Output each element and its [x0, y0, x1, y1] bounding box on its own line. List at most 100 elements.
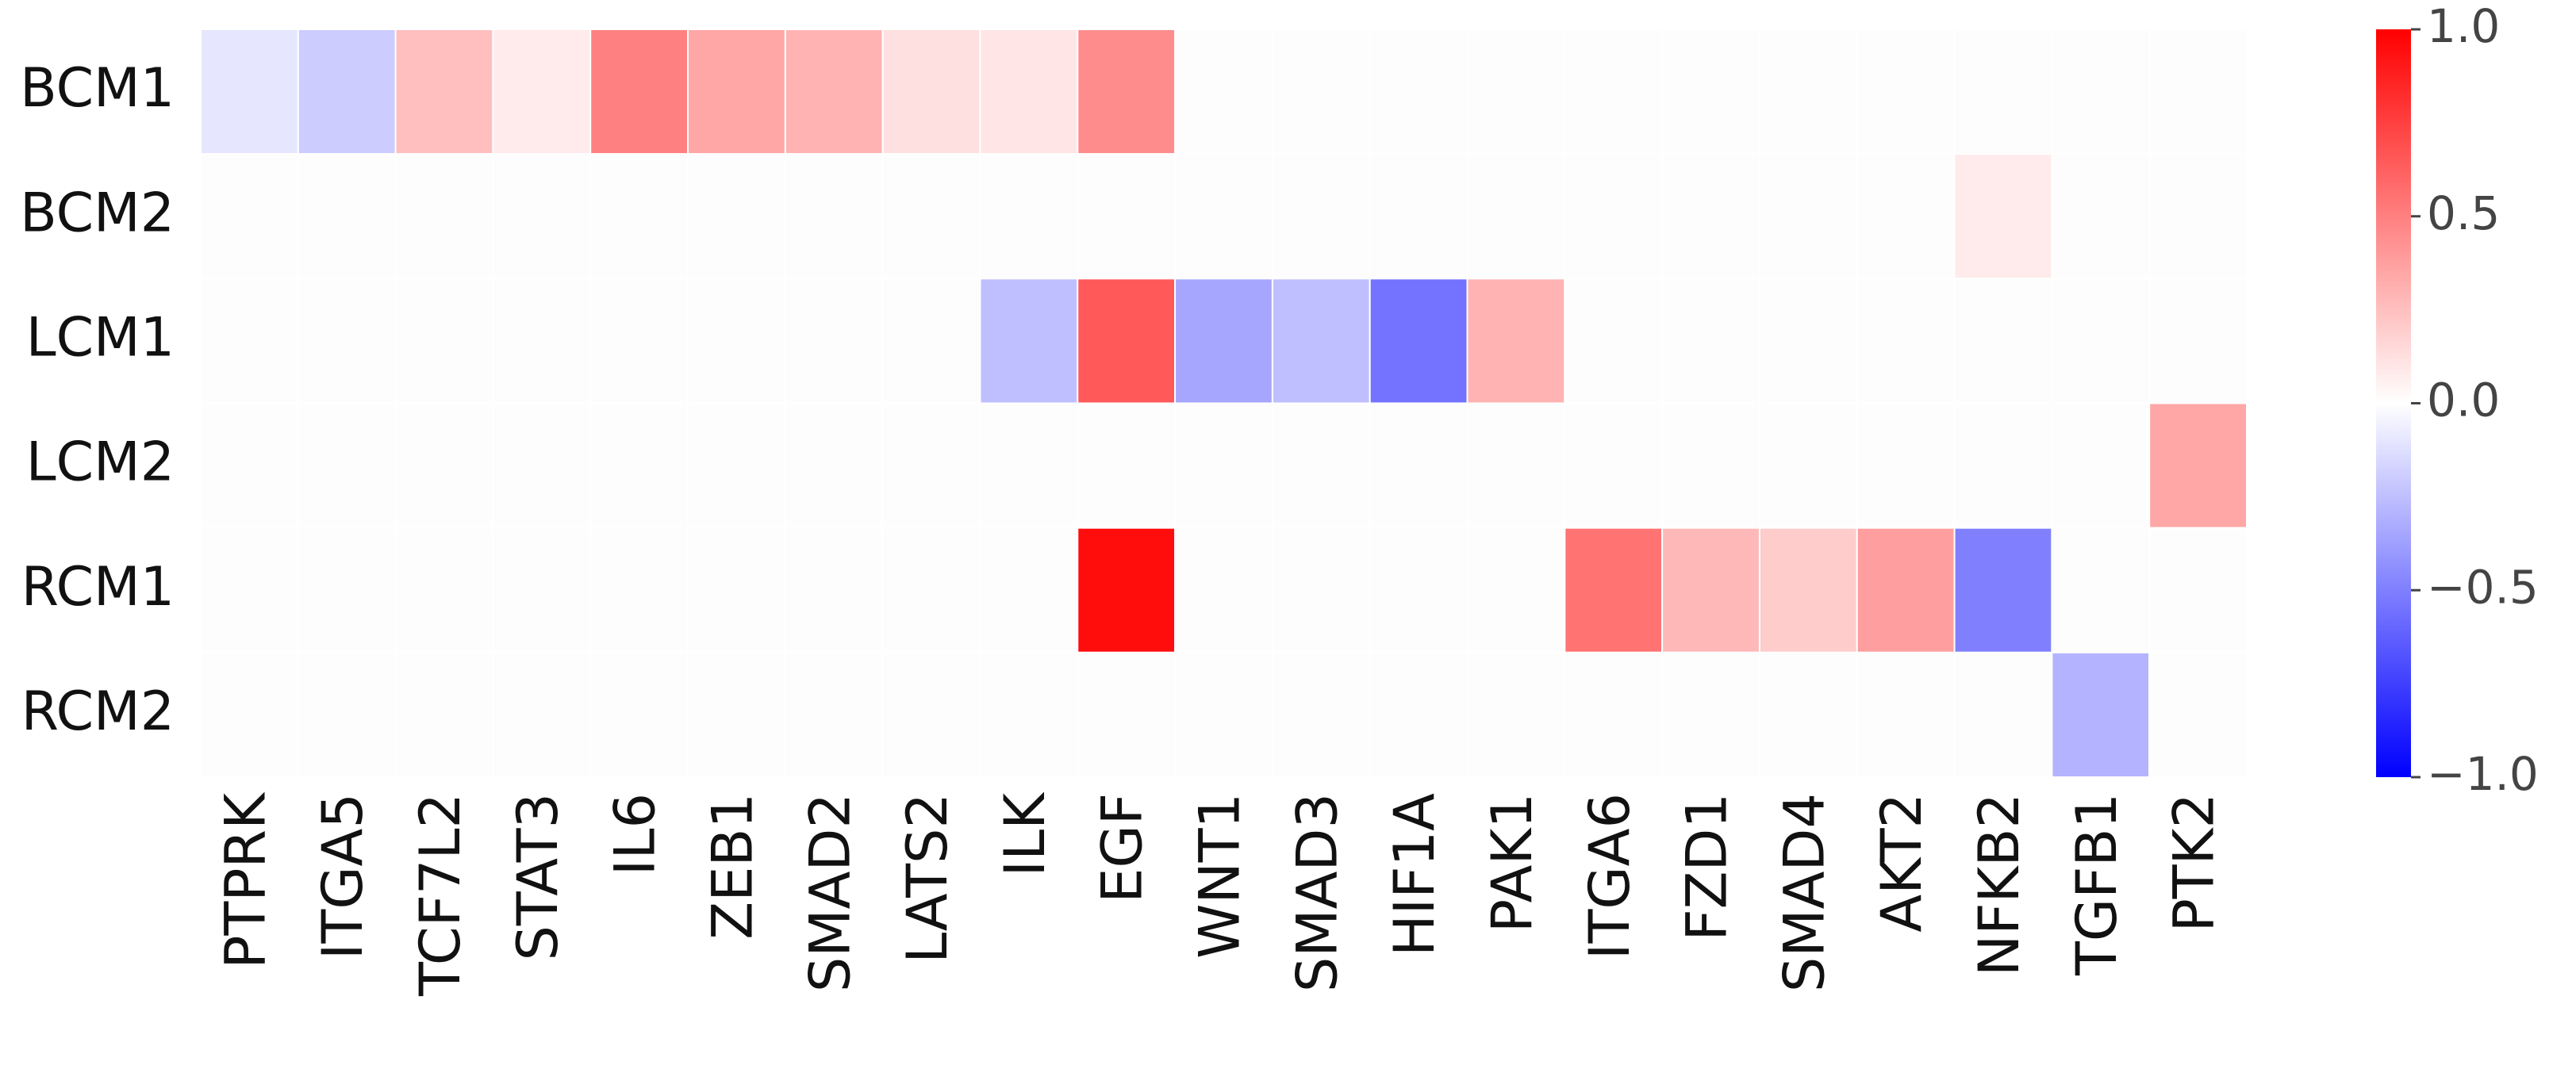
- heatmap-cell: [1271, 153, 1371, 280]
- colorbar-tick-label: 1.0: [2427, 0, 2500, 53]
- heatmap-cell: [1953, 153, 2053, 280]
- heatmap-cell: [1661, 278, 1760, 404]
- heatmap-cell: [2148, 278, 2248, 404]
- heatmap-cell: [297, 278, 397, 404]
- heatmap-cell: [589, 651, 689, 778]
- column-label: LATS2: [895, 793, 960, 964]
- column-label: IL6: [603, 793, 668, 876]
- heatmap-cell: [1758, 278, 1858, 404]
- heatmap-cell: [1077, 651, 1177, 778]
- heatmap-cell: [1564, 153, 1664, 280]
- heatmap-cell: [589, 153, 689, 280]
- column-label: SMAD2: [797, 793, 862, 992]
- heatmap-cell: [1174, 402, 1273, 529]
- heatmap-cell: [784, 527, 884, 653]
- heatmap-cell: [2051, 527, 2151, 653]
- heatmap-cell: [1564, 651, 1664, 778]
- heatmap-cell: [394, 278, 494, 404]
- heatmap-cell: [1271, 651, 1371, 778]
- heatmap-cell: [784, 29, 884, 155]
- heatmap-cell: [1271, 527, 1371, 653]
- heatmap-cell: [784, 402, 884, 529]
- heatmap-cell: [687, 29, 786, 155]
- heatmap-cell: [2051, 278, 2151, 404]
- heatmap-cell: [1953, 402, 2053, 529]
- heatmap-cell: [687, 651, 786, 778]
- column-label: AKT2: [1869, 793, 1934, 933]
- heatmap-cell: [2148, 527, 2248, 653]
- column-label: WNT1: [1188, 793, 1253, 959]
- heatmap-cell: [1271, 29, 1371, 155]
- heatmap-cell: [1661, 651, 1760, 778]
- heatmap-cell: [297, 402, 397, 529]
- heatmap-cell: [1758, 402, 1858, 529]
- colorbar: [2376, 29, 2411, 777]
- heatmap-cell: [1466, 278, 1566, 404]
- heatmap-cell: [784, 153, 884, 280]
- heatmap-cell: [492, 153, 592, 280]
- heatmap-cell: [979, 527, 1079, 653]
- heatmap-cell: [2148, 153, 2248, 280]
- heatmap-cell: [1369, 153, 1468, 280]
- heatmap-cell: [200, 527, 299, 653]
- heatmap-cell: [881, 153, 981, 280]
- heatmap-cell: [1661, 153, 1760, 280]
- heatmap-cell: [687, 153, 786, 280]
- column-label: HIF1A: [1382, 793, 1447, 956]
- heatmap-cell: [394, 527, 494, 653]
- colorbar-tick-label: −0.5: [2427, 560, 2539, 614]
- heatmap-cell: [589, 29, 689, 155]
- heatmap-cell: [1271, 402, 1371, 529]
- heatmap-cell: [200, 651, 299, 778]
- heatmap-cell: [1661, 29, 1760, 155]
- heatmap-cell: [200, 402, 299, 529]
- column-label: STAT3: [505, 793, 570, 961]
- heatmap-cell: [1466, 527, 1566, 653]
- heatmap-cell: [1758, 527, 1858, 653]
- heatmap-cell: [1466, 29, 1566, 155]
- column-label: EGF: [1090, 793, 1155, 903]
- column-label: FZD1: [1675, 793, 1740, 941]
- heatmap-cell: [2148, 402, 2248, 529]
- heatmap-cell: [297, 527, 397, 653]
- heatmap-cell: [1077, 402, 1177, 529]
- colorbar-tick-label: 0.0: [2427, 374, 2500, 427]
- heatmap-cell: [492, 527, 592, 653]
- heatmap-cell: [979, 29, 1079, 155]
- row-label: RCM1: [21, 556, 175, 619]
- heatmap-cell: [1174, 278, 1273, 404]
- row-label: BCM1: [20, 57, 175, 120]
- heatmap-cell: [1856, 651, 1956, 778]
- heatmap-cell: [394, 153, 494, 280]
- heatmap-cell: [1856, 527, 1956, 653]
- heatmap-cell: [1564, 402, 1664, 529]
- heatmap-cell: [1856, 402, 1956, 529]
- heatmap-cell: [492, 402, 592, 529]
- heatmap-cell: [1369, 402, 1468, 529]
- column-label: PTK2: [2162, 793, 2227, 932]
- heatmap-cell: [589, 278, 689, 404]
- heatmap-cell: [1564, 527, 1664, 653]
- heatmap-cell: [589, 402, 689, 529]
- column-label: PAK1: [1480, 793, 1545, 933]
- heatmap-cell: [297, 29, 397, 155]
- heatmap-cell: [1953, 278, 2053, 404]
- heatmap-cell: [1174, 29, 1273, 155]
- heatmap-cell: [979, 402, 1079, 529]
- heatmap-cell: [687, 527, 786, 653]
- heatmap-cell: [881, 651, 981, 778]
- column-label: ZEB1: [700, 793, 765, 940]
- heatmap-cell: [297, 651, 397, 778]
- row-label: RCM2: [21, 680, 175, 743]
- heatmap-cell: [1661, 402, 1760, 529]
- heatmap-cell: [1369, 29, 1468, 155]
- heatmap-cell: [1369, 278, 1468, 404]
- heatmap-cell: [1953, 527, 2053, 653]
- heatmap-cell: [1077, 527, 1177, 653]
- heatmap-cell: [1466, 153, 1566, 280]
- heatmap-cell: [1758, 651, 1858, 778]
- heatmap-cell: [881, 527, 981, 653]
- heatmap-cell: [200, 29, 299, 155]
- heatmap-cell: [1077, 153, 1177, 280]
- heatmap-cell: [1564, 278, 1664, 404]
